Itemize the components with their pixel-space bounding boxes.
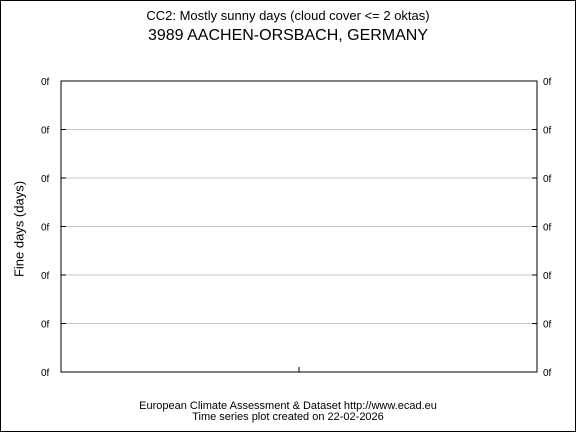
y-tick-label-left: 0f [41, 77, 50, 88]
y-tick-label-right: 0f [543, 126, 552, 137]
chart-title: CC2: Mostly sunny days (cloud cover <= 2… [146, 8, 430, 23]
y-tick-label-left: 0f [41, 320, 50, 331]
plot-border [60, 80, 538, 373]
chart-subtitle: 3989 AACHEN-ORSBACH, GERMANY [147, 27, 429, 44]
y-tick-label-left: 0f [41, 271, 50, 282]
y-tick-label-right: 0f [543, 320, 552, 331]
footer-credit: European Climate Assessment & Dataset ht… [139, 400, 437, 412]
y-tick-label-right: 0f [543, 174, 552, 185]
y-tick-label-left: 0f [41, 223, 50, 234]
y-tick-label-left: 0f [41, 368, 50, 379]
y-tick-label-right: 0f [543, 368, 552, 379]
footer-created: Time series plot created on 22-02-2026 [192, 411, 384, 423]
y-tick-label-right: 0f [543, 271, 552, 282]
y-tick-label-left: 0f [41, 174, 50, 185]
y-tick-label-left: 0f [41, 126, 50, 137]
y-tick-label-right: 0f [543, 223, 552, 234]
y-tick-label-right: 0f [543, 77, 552, 88]
